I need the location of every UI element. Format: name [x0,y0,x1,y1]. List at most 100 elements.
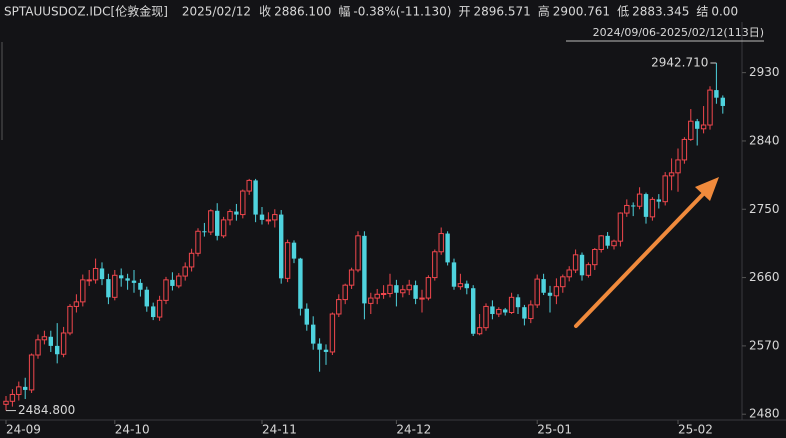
header-text: -0.38%(-11.130) [353,5,451,19]
candle-body [202,231,207,233]
candle-body [195,230,201,254]
candle-body [547,292,553,296]
candle-body [106,279,111,298]
x-tick-label: 24-11 [262,423,297,437]
candle-body [476,327,483,335]
arrow-head [695,177,719,201]
header-text: 2025/02/12 [182,5,251,19]
candle-body [566,269,572,278]
candle-body [151,306,156,318]
candle-body [649,198,656,218]
candle-body [60,332,67,355]
candle-body [92,267,99,281]
candle-body [144,289,149,307]
x-tick-label: 24-12 [396,423,431,437]
candle-body [317,343,322,350]
candle-body [265,219,272,222]
candle-body [188,252,195,268]
candle-body [425,277,432,299]
candle-body [681,138,688,161]
candle-body [253,180,258,215]
candle-body [23,386,28,390]
header-text: 高 [538,4,550,19]
candle-body [631,205,636,207]
candle-body [522,307,527,319]
candle-body [368,297,374,304]
header: SPTAUUSDOZ.IDC[伦敦金现] 2025/02/12 收 2886.100 幅… [4,4,738,19]
candle-body [675,159,681,174]
candle-body [80,279,86,303]
candle-body [156,299,163,318]
candle-body [528,304,534,320]
header-text: 2886.100 [274,5,331,19]
candle-body [553,286,560,297]
candle-body [598,235,604,250]
y-tick-label: 2750 [749,202,780,216]
candle-body [432,251,438,279]
candle-body [714,90,719,98]
candle-body [28,354,35,391]
candle-body [541,279,546,293]
candle-body [457,283,464,288]
candle-body [323,349,329,352]
candle-body [279,214,284,279]
candle-body [73,301,80,307]
header-text: 2900.761 [553,5,610,19]
candle-body [348,269,355,286]
candle-body [284,242,291,279]
max-label: 2942.710 [651,55,708,69]
candle-body [503,309,508,313]
candle-body [438,233,444,253]
x-tick-label: 25-01 [537,423,572,437]
candle-body [464,283,469,289]
candle-body [163,279,169,301]
candle-body [496,308,502,315]
y-tick-label: 2480 [749,407,780,421]
candle-body [246,179,252,192]
candle-body [400,289,406,294]
candle-body [624,204,630,214]
candle-body [16,386,22,395]
candle-body [605,235,610,246]
candle-body [259,214,265,220]
header-text: 0.00 [711,5,738,19]
y-tick-label: 2840 [749,133,780,147]
candle-body [534,278,540,306]
candle-body [220,219,227,237]
candle-body [560,276,566,288]
x-tick-label: 25-02 [678,423,713,437]
range-label: 2024/09/06-2025/02/12(113日) [593,26,764,39]
candle-body [182,266,188,277]
candle-body [355,235,361,271]
header-text: SPTAUUSDOZ.IDC[伦敦金现] [4,4,168,19]
candle-body [662,175,668,203]
candle-body [451,262,457,287]
candle-body [643,194,649,217]
candle-body [695,121,700,129]
y-tick-label: 2930 [749,65,780,79]
header-text: 开 [459,5,471,19]
header-text: 结 [696,5,708,19]
candle-body [329,313,336,353]
candle-body [3,400,9,405]
candle-body [656,199,661,202]
candle-body [99,268,105,280]
candle-body [311,324,316,344]
candle-body [9,393,16,402]
candle-body [387,284,393,295]
candle-body [483,305,489,329]
header-text: 2883.345 [632,5,689,19]
arrow-shaft [574,187,710,328]
candle-body [636,193,643,207]
candle-body [176,275,182,287]
candle-body [490,306,495,315]
header-text: 收 [259,5,271,19]
candle-body [617,212,624,242]
candle-body [579,254,585,276]
candle-body [227,211,233,221]
candle-body [406,284,412,291]
candle-body [592,248,598,266]
candle-body [413,285,418,299]
